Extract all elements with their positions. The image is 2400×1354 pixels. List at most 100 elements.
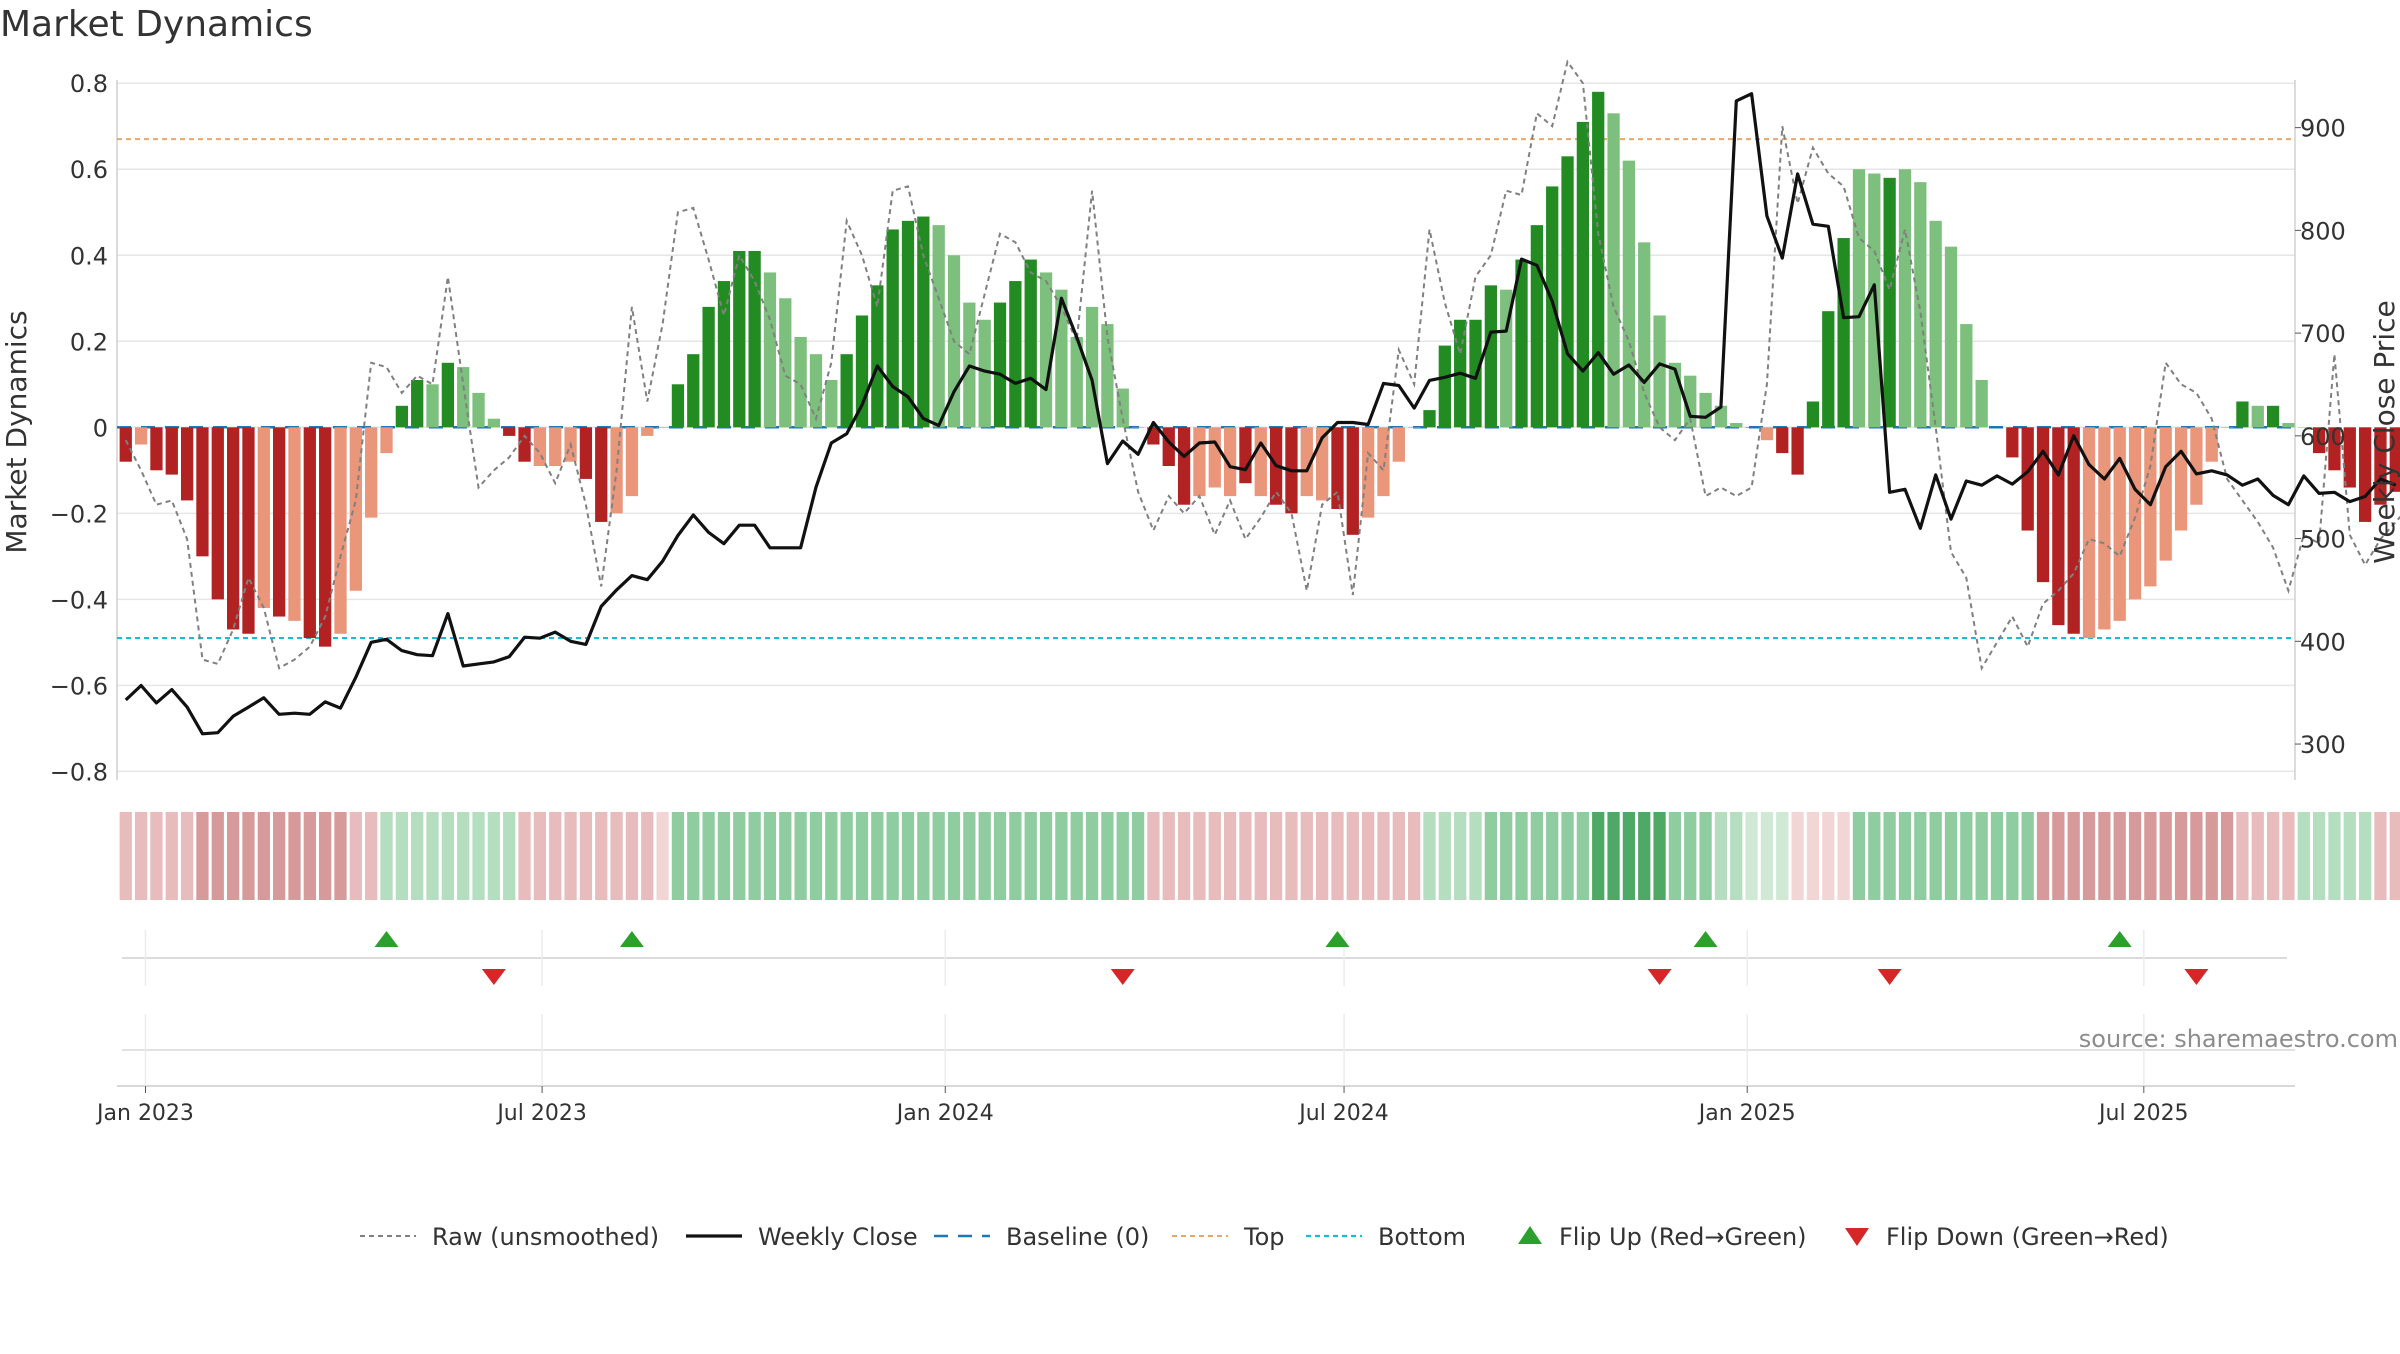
heat-band: [1300, 812, 1313, 900]
dynamics-bar: [411, 379, 424, 428]
dynamics-bar: [2174, 427, 2188, 531]
dynamics-bar: [426, 384, 439, 428]
dynamics-bar: [1131, 427, 1145, 428]
y-tick-label: 0.6: [70, 156, 108, 184]
dynamics-bar: [1745, 427, 1758, 428]
heat-band: [1500, 812, 1513, 900]
heat-band: [2389, 812, 2400, 900]
heat-band: [1776, 812, 1789, 900]
heat-band: [211, 812, 224, 900]
flip-up-marker: [2107, 931, 2132, 947]
dynamics-bar: [472, 392, 485, 428]
heat-band: [2312, 812, 2326, 900]
dynamics-bar: [748, 250, 761, 428]
heat-band: [1684, 812, 1697, 900]
heat-band: [2174, 812, 2188, 900]
dynamics-bar: [1070, 336, 1083, 428]
heat-band: [2343, 812, 2356, 900]
dynamics-bar: [794, 336, 807, 428]
x-tick-label: Jul 2025: [2097, 1101, 2189, 1126]
dynamics-bar: [656, 427, 669, 428]
dynamics-bar: [1914, 182, 1927, 428]
heat-band: [1898, 812, 1912, 900]
dynamics-bar: [1714, 405, 1728, 428]
heat-band: [1438, 812, 1451, 900]
heat-band: [1914, 812, 1927, 900]
heat-band: [687, 812, 700, 900]
heat-band: [809, 812, 823, 900]
dynamics-bar: [1653, 315, 1666, 428]
dynamics-bar: [2052, 427, 2065, 626]
right-axis-ticks: 300 400 500 600 700 800 900: [2295, 115, 2346, 759]
heat-band: [2021, 812, 2034, 900]
heat-band: [503, 812, 516, 900]
heat-band: [1668, 812, 1682, 900]
legend-item-raw: Raw (unsmoothed): [360, 1223, 659, 1251]
y-tick-label: 0.8: [70, 70, 108, 98]
dynamics-bar: [303, 427, 316, 639]
heat-band: [1208, 812, 1221, 900]
dynamics-bar: [1592, 91, 1605, 428]
heat-band: [748, 812, 761, 900]
legend-label: Baseline (0): [1006, 1223, 1149, 1251]
y-tick-label: −0.6: [50, 672, 108, 700]
heat-band: [288, 812, 301, 900]
dynamics-bar: [288, 427, 301, 621]
dynamics-bar: [242, 427, 255, 634]
legend-item-flip-down: Flip Down (Green→Red): [1845, 1223, 2169, 1251]
y-tick-label: 0.4: [70, 242, 108, 270]
dynamics-bar: [319, 427, 332, 647]
heat-band: [1837, 812, 1850, 900]
heat-band: [1147, 812, 1160, 900]
heat-band: [932, 812, 945, 900]
heat-band: [656, 812, 669, 900]
legend-item-baseline: Baseline (0): [934, 1223, 1149, 1251]
heat-band: [1699, 812, 1712, 900]
dynamics-bar: [365, 427, 378, 518]
heat-band: [886, 812, 899, 900]
dynamics-bar: [886, 229, 899, 428]
heat-band: [549, 812, 562, 900]
dynamics-bar: [2006, 427, 2019, 458]
dynamics-bar: [1929, 220, 1942, 428]
heat-band: [1408, 812, 1421, 900]
dynamics-bar: [1223, 427, 1237, 497]
y2-tick-label: 600: [2300, 423, 2346, 451]
heat-band: [411, 812, 424, 900]
x-tick-label: Jan 2023: [95, 1101, 194, 1126]
dynamics-bar: [257, 427, 270, 608]
flip-down-marker: [1877, 969, 1902, 985]
heat-band: [625, 812, 639, 900]
dynamics-bar: [1806, 401, 1820, 428]
dynamics-bar: [1408, 427, 1421, 428]
dynamics-bar: [1576, 121, 1590, 428]
heat-band: [1377, 812, 1390, 900]
heat-band: [2082, 812, 2096, 900]
dynamics-bar: [2312, 427, 2326, 454]
heat-band: [794, 812, 807, 900]
dynamics-bar: [1392, 427, 1405, 462]
heat-band: [1315, 812, 1329, 900]
heat-band: [1085, 812, 1099, 900]
dynamics-bar: [2098, 427, 2111, 630]
heat-band: [2236, 812, 2249, 900]
dynamics-bar: [119, 427, 132, 462]
heat-band: [855, 812, 869, 900]
heat-band: [1469, 812, 1482, 900]
heat-band: [1223, 812, 1237, 900]
heat-band: [2282, 812, 2295, 900]
heat-band: [303, 812, 316, 900]
flip-down-marker: [1647, 969, 1672, 985]
heat-band: [1944, 812, 1958, 900]
heat-band: [595, 812, 608, 900]
heat-band: [1101, 812, 1114, 900]
heat-band: [1745, 812, 1758, 900]
heat-band: [1852, 812, 1866, 900]
dynamics-bar: [1898, 169, 1912, 428]
heat-band: [1592, 812, 1605, 900]
heat-band: [2358, 812, 2372, 900]
y2-tick-label: 900: [2300, 115, 2346, 143]
dynamics-bar: [978, 319, 991, 428]
dynamics-bar: [334, 427, 347, 634]
heat-band: [1883, 812, 1896, 900]
